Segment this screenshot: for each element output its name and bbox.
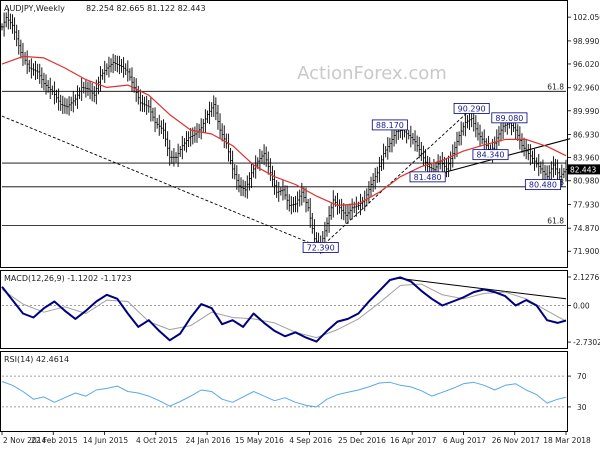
callout-box (409, 171, 446, 183)
watermark-text: ActionForex.com (297, 63, 447, 84)
x-tick-label: 4 Sep 2016 (289, 436, 332, 445)
callout-box (524, 179, 561, 191)
price-y-tick-label: 96.020 (573, 60, 599, 69)
x-tick-label: 22 Feb 2015 (31, 436, 78, 445)
price-y-tick-label: 92.960 (573, 84, 599, 93)
rsi-line (1, 381, 567, 408)
callout-label: 72.390 (307, 243, 335, 252)
price-callouts: 72.390 88.170 81.480 90.290 89.080 84.340 80.4… (302, 103, 561, 253)
x-tick-label: 14 Jun 2015 (83, 436, 128, 445)
trendline (1, 115, 321, 248)
macd-trendline-path (396, 277, 567, 300)
x-tick-label: 15 May 2016 (235, 436, 284, 445)
trendline (320, 108, 473, 248)
callout-label: 90.290 (458, 104, 486, 113)
callout-label: 81.480 (414, 173, 442, 182)
x-tick-label: 6 Aug 2017 (443, 436, 486, 445)
price-callout: 84.340 (472, 149, 509, 161)
price-callout: 90.290 (453, 103, 490, 114)
macd-series (1, 276, 567, 343)
rsi-panel-frame (0, 351, 568, 432)
price-title: AUDJPY,Weekly 82.254 82.665 81.122 82.44… (4, 4, 206, 13)
x-tick-label: 18 Mar 2018 (543, 436, 591, 445)
rsi-title: RSI(14) 42.4614 (4, 355, 69, 364)
price-y-axis: 102.050 98.990 96.020 92.960 89.990 86.930 83.… (567, 13, 600, 256)
moving-average-line (1, 55, 567, 206)
macd-line (1, 276, 567, 343)
price-callout: 88.170 (371, 119, 408, 131)
rsi-y-tick-label: 70 (577, 372, 587, 381)
price-y-tick-label: 80.980 (573, 177, 599, 186)
price-callout: 80.480 (524, 179, 561, 191)
callout-label: 88.170 (376, 121, 404, 130)
last-price-label: 82.443 (570, 165, 596, 174)
moving-average-path (1, 55, 567, 206)
rsi-y-axis: 70 30 (567, 372, 587, 412)
price-y-tick-label: 83.960 (573, 154, 599, 163)
fib-level-label: 61.8 (547, 217, 564, 226)
callout-box (453, 103, 490, 114)
callout-label: 84.340 (477, 151, 505, 160)
fib-level-label: 61.8 (547, 82, 564, 91)
price-y-tick-label: 98.990 (573, 37, 599, 46)
callout-box (302, 242, 339, 253)
price-y-tick-label: 77.930 (573, 200, 599, 209)
rsi-y-tick-label: 30 (577, 403, 587, 412)
macd-title: MACD(12,26,9) -1.1202 -1.1723 (4, 274, 132, 283)
macd-y-tick-label: 0.00 (573, 301, 590, 310)
price-panel-frame (0, 0, 568, 268)
callout-box (371, 119, 408, 131)
x-tick-label: 24 Jan 2016 (186, 436, 231, 445)
macd-y-tick-label: 2.1276 (573, 273, 599, 282)
x-tick-label: 16 Apr 2017 (390, 436, 437, 445)
x-tick-label: 25 Dec 2016 (338, 436, 386, 445)
price-callout: 89.080 (491, 112, 528, 124)
price-y-tick-label: 74.870 (573, 224, 599, 233)
x-tick-label: 26 Nov 2017 (492, 436, 540, 445)
price-y-tick-label: 102.050 (573, 13, 600, 22)
callout-box (472, 149, 509, 161)
callout-label: 89.080 (495, 114, 523, 123)
macd-trendline (396, 277, 567, 300)
rsi-series (1, 381, 567, 408)
macd-y-tick-label: -2.7302 (573, 338, 600, 347)
macd-y-axis: 2.1276 0.00 -2.7302 (567, 273, 600, 347)
price-y-tick-label: 89.990 (573, 107, 599, 116)
price-callout: 72.390 (302, 242, 339, 253)
signal-line (1, 283, 567, 339)
ohlc-readout: 82.254 82.665 81.122 82.443 (86, 4, 206, 13)
instrument-title: AUDJPY,Weekly (4, 4, 65, 13)
last-price-marker (568, 164, 600, 175)
price-y-tick-label: 86.930 (573, 131, 599, 140)
price-series (1, 8, 567, 254)
price-y-tick-label: 71.900 (573, 247, 599, 256)
callout-label: 80.480 (529, 181, 557, 190)
callout-box (491, 112, 528, 124)
x-tick-label: 2 Nov 2014 (3, 436, 46, 445)
x-tick-label: 4 Oct 2015 (136, 436, 178, 445)
price-callout: 81.480 (409, 171, 446, 183)
